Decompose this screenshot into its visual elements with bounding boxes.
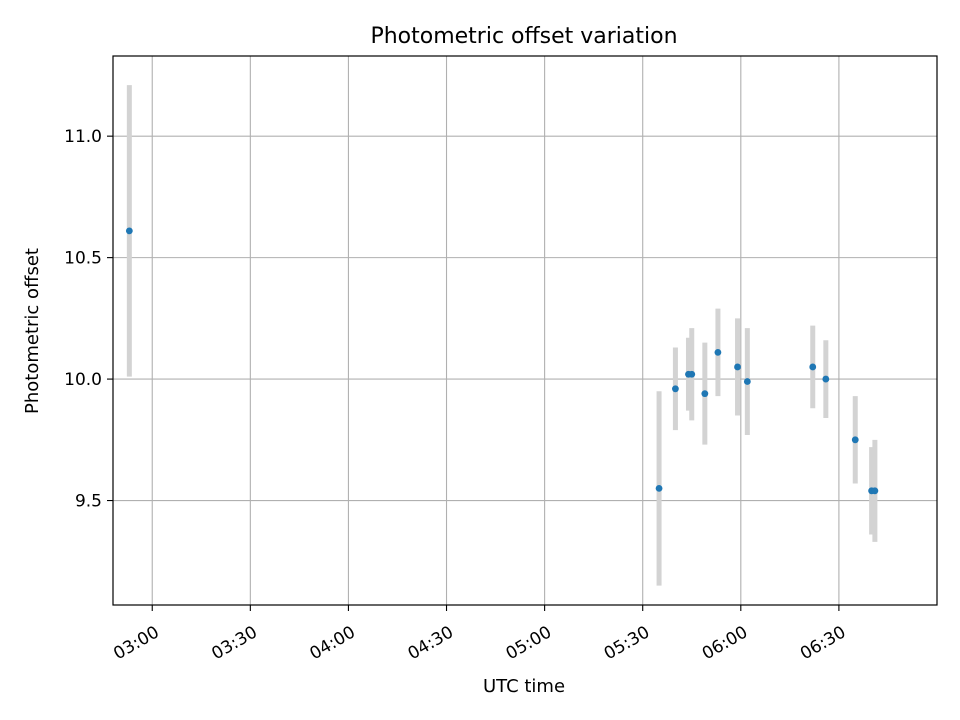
y-tick-label: 9.5 — [75, 492, 102, 512]
y-tick-label: 10.5 — [64, 249, 102, 269]
data-point — [851, 436, 859, 444]
data-point — [714, 348, 722, 356]
y-axis-label: Photometric offset — [22, 248, 43, 414]
chart-title: Photometric offset variation — [370, 24, 677, 49]
data-point — [809, 363, 817, 371]
data-point — [125, 227, 133, 235]
x-tick-label: 05:30 — [601, 622, 653, 664]
x-tick-label: 05:00 — [503, 622, 555, 664]
y-tick-label: 11.0 — [64, 127, 102, 147]
grid — [113, 56, 937, 605]
x-tick-label: 04:00 — [306, 622, 358, 664]
data-point — [672, 385, 679, 393]
x-tick-label: 03:00 — [110, 622, 162, 664]
x-tick-label: 06:30 — [797, 622, 849, 664]
data-point — [822, 375, 830, 383]
y-axis: 9.5 10.0 10.5 11.0 — [64, 127, 113, 512]
data-point — [701, 390, 709, 398]
x-axis-label: UTC time — [483, 676, 565, 697]
x-tick-label: 06:00 — [699, 622, 751, 664]
x-axis: 03:00 03:30 04:00 04:30 05:00 05:30 06:00 06:30 — [110, 605, 849, 664]
x-tick-label: 03:30 — [208, 622, 260, 664]
plot-frame — [112, 55, 938, 606]
y-tick-label: 10.0 — [64, 370, 102, 390]
data-point — [655, 484, 663, 492]
data-point — [688, 370, 696, 378]
data-point — [743, 378, 751, 385]
error-bars — [126, 85, 878, 586]
x-tick-label: 04:30 — [405, 622, 457, 664]
data-point — [871, 487, 879, 495]
data-point — [734, 363, 741, 371]
data-points — [125, 227, 879, 495]
